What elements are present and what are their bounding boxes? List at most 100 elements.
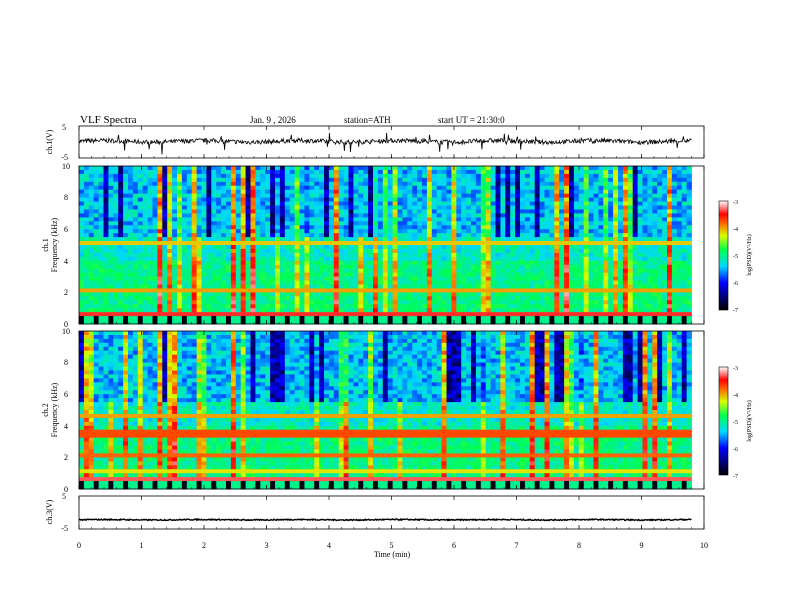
spectrogram-cell [451,189,457,195]
spectrogram-cell [578,166,585,171]
spectrogram-cell [172,300,178,305]
spectrogram-cell [83,166,90,171]
spectrogram-cell [471,245,477,250]
ch1-ylabel: ch.1(V) [45,129,54,154]
spectrogram-cell [613,272,619,277]
spectrogram-cell [304,245,310,250]
spectrogram-cell [441,197,447,202]
spectrogram-cell [505,308,511,313]
spectrogram-cell [250,260,256,266]
spectrogram-cell [181,300,188,305]
spectrogram-cell [275,205,281,210]
spectrogram-cell [524,173,531,179]
spectrogram-cell [515,229,521,234]
spectrogram-cell [333,260,340,266]
spectrogram-cell [500,213,506,218]
spectrogram-cell [250,320,256,325]
spectrogram-cell [422,189,428,195]
spectrogram-cell [181,205,188,210]
spectrogram-cell [132,185,139,191]
spectrogram-cell [373,252,379,258]
spectrogram-cell [382,225,389,230]
spectrogram-cell [549,229,555,234]
spectrogram-cell [544,264,550,270]
spectrogram-cell [544,280,550,285]
spectrogram-cell [451,300,457,305]
spectrogram-cell [221,268,227,274]
spectrogram-cell [475,280,482,285]
spectrogram-cell [118,268,124,274]
spectrogram-cell [466,229,472,234]
spectrogram-cell [270,181,276,187]
spectrogram-cell [172,217,178,222]
spectrogram-cell [657,237,663,242]
spectrogram-cell [128,260,134,266]
spectrogram-cell [662,308,668,313]
spectrogram-cell [662,256,668,262]
spectrogram-cell [353,213,359,218]
spectrogram-cell [211,284,217,289]
spectrogram-cell [402,217,408,222]
spectrogram-cell [422,284,428,289]
spectrogram-cell [157,221,163,226]
spectrogram-cell [152,245,158,250]
spectrogram-cell [417,213,423,218]
spectrogram-cell [407,252,413,258]
spectrogram-cell [652,276,658,281]
spectrogram-cell [529,189,536,195]
spectrogram-cell [201,248,207,254]
spectrogram-cell [539,256,545,262]
spectrogram-cell [676,213,683,218]
spectrogram-cell [520,280,526,285]
spectrogram-cell [500,169,506,175]
spectrogram-cell [142,248,148,254]
spectrogram-cell [422,217,428,222]
spectrogram-cell [177,193,183,198]
spectrogram-cell [147,169,153,175]
spectrogram-cell [583,304,589,309]
spectrogram-cell [431,288,438,293]
spectrogram-cell [500,245,506,250]
spectrogram-cell [343,276,349,281]
spectrogram-cell [118,264,124,270]
spectrogram-cell [128,272,134,277]
spectrogram-cell [289,300,295,305]
spectrogram-cell [426,213,433,218]
spectrogram-cell [681,308,687,313]
spectrogram-cell [436,221,442,226]
spectrogram-cell [299,280,305,285]
spectrogram-cell [520,276,526,281]
spectrogram-cell [152,241,158,246]
spectrogram-cell [573,296,580,301]
spectrogram-cell [466,209,472,214]
spectrogram-cell [475,304,482,309]
spectrogram-cell [137,288,144,293]
spectrogram-cell [676,312,683,317]
spectrogram-cell [485,197,491,202]
spectrogram-cell [226,316,232,321]
spectrogram-cell [191,193,197,198]
spectrogram-cell [569,256,575,262]
spectrogram-cell [426,229,433,234]
spectrogram-cell [108,217,114,222]
spectrogram-cell [265,252,271,258]
spectrogram-cell [392,213,398,218]
spectrogram-cell [554,320,560,325]
spectrogram-cell [544,221,550,226]
spectrogram-cell [353,260,359,266]
spectrogram-cell [686,169,692,175]
spectrogram-cell [485,225,491,230]
spectrogram-cell [539,280,545,285]
spectrogram-cell [206,276,212,281]
spectrogram-cell [289,316,295,321]
spectrogram-cell [309,268,315,274]
spectrogram-cell [583,197,589,202]
spectrogram-cell [368,213,374,218]
spectrogram-cell [520,173,526,179]
spectrogram-cell [265,166,271,171]
spectrogram-cell [618,221,624,226]
spectrogram-cell [245,241,251,246]
spectrogram-cell [559,209,565,214]
spectrogram-cell [583,288,589,293]
spectrogram-cell [471,268,477,274]
